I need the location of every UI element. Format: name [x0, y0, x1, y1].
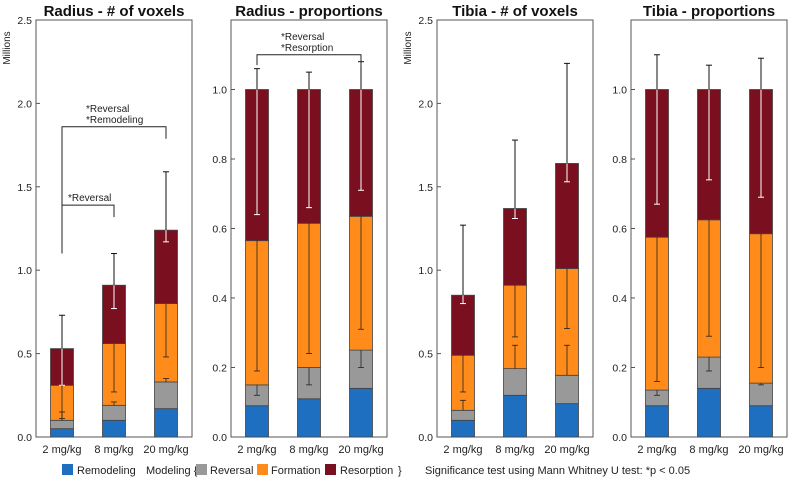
y-tick-label: 1.0	[17, 265, 32, 277]
bracket-line	[61, 126, 167, 254]
y-tick-label: 1.5	[418, 182, 433, 194]
y-tick-label: 2.5	[418, 15, 433, 27]
bar-segment-reversal	[102, 404, 126, 421]
bar-segment-resorption	[503, 208, 527, 286]
x-tick-label: 8 mg/kg	[495, 444, 534, 456]
legend-label-remodeling: Remodeling	[77, 465, 136, 477]
y-tick-label: 0.0	[212, 432, 227, 444]
bracket-line	[61, 204, 115, 229]
x-tick-label: 8 mg/kg	[289, 444, 328, 456]
legend-swatch-resorption	[325, 464, 336, 475]
y-tick-label: 1.0	[212, 85, 227, 97]
y-tick-label: 1.0	[612, 85, 627, 97]
bar-segment-reversal	[503, 368, 527, 396]
x-tick-label: 2 mg/kg	[637, 444, 676, 456]
x-tick-label: 20 mg/kg	[544, 444, 589, 456]
significance-bracket: *Reversal*Remodeling	[61, 104, 167, 254]
bar-segment-remodeling	[645, 405, 669, 438]
y-tick-label: 0.8	[612, 154, 627, 166]
bar-segment-remodeling	[297, 398, 321, 438]
y-tick-label: 2.5	[17, 15, 32, 27]
bar-segment-reversal	[555, 374, 579, 405]
bar-segment-remodeling	[503, 394, 527, 438]
bar-segment-remodeling	[697, 387, 721, 438]
bar-segment-remodeling	[555, 403, 579, 438]
y-tick-label: 0.2	[612, 363, 627, 375]
y-tick-label: 2.0	[17, 98, 32, 110]
legend-label-resorption: Resorption	[340, 465, 393, 477]
chart-panel-1: Radius - # of voxels Millions 0.0 0.5 1.0 1.5…	[2, 3, 193, 456]
y-tick-label: 0.4	[212, 293, 227, 305]
legend: Remodeling Modeling { Reversal Formation…	[62, 464, 690, 477]
chart-title: Tibia - # of voxels	[452, 3, 578, 20]
bar-segment-remodeling	[451, 419, 475, 438]
y-tick-label: 0.6	[612, 224, 627, 236]
y-tick-label: 1.0	[418, 265, 433, 277]
y-tick-label: 0.6	[212, 224, 227, 236]
bar-segment-reversal	[749, 382, 773, 407]
chart-title: Radius - proportions	[235, 3, 383, 20]
bar-segment-remodeling	[102, 419, 126, 438]
x-tick-label: 8 mg/kg	[94, 444, 133, 456]
bar-segment-remodeling	[749, 405, 773, 438]
legend-label-formation: Formation	[271, 465, 321, 477]
bar-segment-remodeling	[154, 408, 178, 438]
significance-bracket: *Reversal*Resorption	[256, 32, 362, 67]
y-tick-label: 0.0	[612, 432, 627, 444]
y-axis-label: Millions	[403, 31, 414, 64]
bar-segment-reversal	[451, 409, 475, 421]
y-tick-label: 2.0	[418, 98, 433, 110]
y-tick-label: 0.4	[612, 293, 627, 305]
legend-swatch-reversal	[196, 464, 207, 475]
y-tick-label: 0.0	[418, 432, 433, 444]
x-tick-label: 20 mg/kg	[143, 444, 188, 456]
chart-panel-2: Radius - proportions 0.0 0.2 0.4 0.6 0.8 1.0 2 …	[212, 3, 388, 456]
legend-label-reversal: Reversal	[210, 465, 253, 477]
bar-segment-remodeling	[349, 387, 373, 438]
y-tick-label: 0.8	[212, 154, 227, 166]
x-tick-label: 2 mg/kg	[443, 444, 482, 456]
bracket-label: *Reversal	[281, 32, 324, 43]
y-tick-label: 0.5	[418, 349, 433, 361]
y-tick-label: 0.0	[17, 432, 32, 444]
legend-swatch-formation	[257, 464, 268, 475]
y-tick-label: 1.5	[17, 182, 32, 194]
x-tick-label: 20 mg/kg	[338, 444, 383, 456]
x-tick-label: 8 mg/kg	[689, 444, 728, 456]
y-axis-label: Millions	[2, 31, 13, 64]
legend-swatch-remodeling	[62, 464, 73, 475]
x-tick-label: 20 mg/kg	[738, 444, 783, 456]
bar-segment-resorption	[451, 294, 475, 356]
bar-segment-reversal	[50, 419, 74, 430]
y-tick-label: 0.5	[17, 349, 32, 361]
bracket-label: *Resorption	[281, 43, 333, 54]
x-tick-label: 2 mg/kg	[237, 444, 276, 456]
bracket-label: *Reversal	[68, 193, 111, 204]
chart-title: Radius - # of voxels	[44, 3, 185, 20]
bracket-line	[256, 54, 362, 67]
significance-note: Significance test using Mann Whitney U t…	[425, 465, 690, 477]
significance-bracket: *Reversal	[61, 193, 115, 229]
bar-segment-remodeling	[50, 428, 74, 438]
charts-layer: Radius - # of voxels Millions 0.0 0.5 1.0 1.5…	[2, 3, 788, 456]
bar-segment-remodeling	[245, 405, 269, 438]
bracket-label: *Remodeling	[86, 115, 143, 126]
y-tick-label: 0.2	[212, 363, 227, 375]
bar-segment-reversal	[154, 381, 178, 410]
chart-panel-3: Tibia - # of voxels Millions 0.0 0.5 1.0 1.5 2…	[403, 3, 594, 456]
chart-panel-4: Tibia - proportions 0.0 0.2 0.4 0.6 0.8 1.0 2 m…	[612, 3, 788, 456]
bracket-label: *Reversal	[86, 104, 129, 115]
legend-label-modeling: Modeling {	[146, 465, 198, 477]
legend-closing-brace: }	[398, 465, 402, 477]
chart-title: Tibia - proportions	[643, 3, 775, 20]
x-tick-label: 2 mg/kg	[42, 444, 81, 456]
